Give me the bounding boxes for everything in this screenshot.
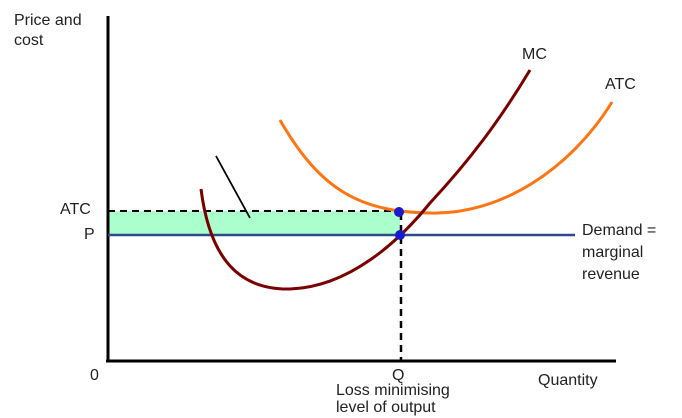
x-axis-label: Quantity (538, 372, 598, 389)
price-point (395, 230, 405, 240)
mc-curve-label: MC (522, 46, 547, 63)
atc-level-label: ATC (60, 201, 91, 218)
q-level-label: Q (392, 367, 405, 384)
loss-area (108, 211, 400, 235)
origin-label: 0 (90, 367, 99, 384)
mc-curve (199, 69, 532, 291)
atc-curve (278, 101, 614, 215)
p-level-label: P (84, 226, 95, 243)
q-note-label: Loss minimising level of output (336, 382, 450, 416)
loss-area-pointer-line (215, 155, 251, 219)
demand-curve-label: Demand = marginal revenue (582, 222, 657, 283)
atc-curve-label: ATC (605, 76, 636, 93)
y-axis-label: Price and cost (14, 12, 82, 49)
atc-point (394, 207, 404, 217)
